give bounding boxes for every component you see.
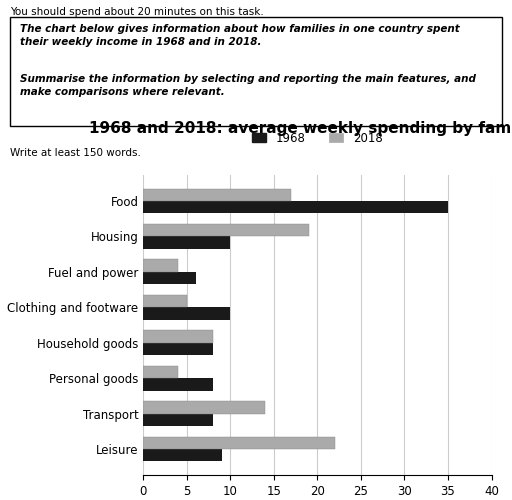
Bar (143, 236, 230, 249)
Bar (143, 188, 291, 201)
Bar (143, 224, 309, 236)
Bar (143, 295, 187, 308)
Bar (143, 308, 230, 320)
Bar (143, 449, 222, 462)
Bar (143, 414, 213, 426)
Bar (143, 260, 178, 272)
Legend: 1968, 2018: 1968, 2018 (247, 127, 388, 150)
Bar (143, 436, 335, 449)
Bar (143, 366, 178, 378)
Title: 1968 and 2018: average weekly spending by families: 1968 and 2018: average weekly spending b… (89, 122, 512, 136)
Text: The chart below gives information about how families in one country spent
their : The chart below gives information about … (20, 24, 460, 47)
Text: You should spend about 20 minutes on this task.: You should spend about 20 minutes on thi… (10, 7, 264, 17)
Text: Summarise the information by selecting and reporting the main features, and
make: Summarise the information by selecting a… (20, 74, 476, 98)
Bar (143, 401, 265, 413)
Bar (143, 272, 196, 284)
FancyBboxPatch shape (10, 17, 502, 126)
Text: Write at least 150 words.: Write at least 150 words. (10, 148, 141, 158)
Bar (143, 342, 213, 355)
Bar (143, 201, 448, 213)
Bar (143, 378, 213, 390)
Bar (143, 330, 213, 342)
